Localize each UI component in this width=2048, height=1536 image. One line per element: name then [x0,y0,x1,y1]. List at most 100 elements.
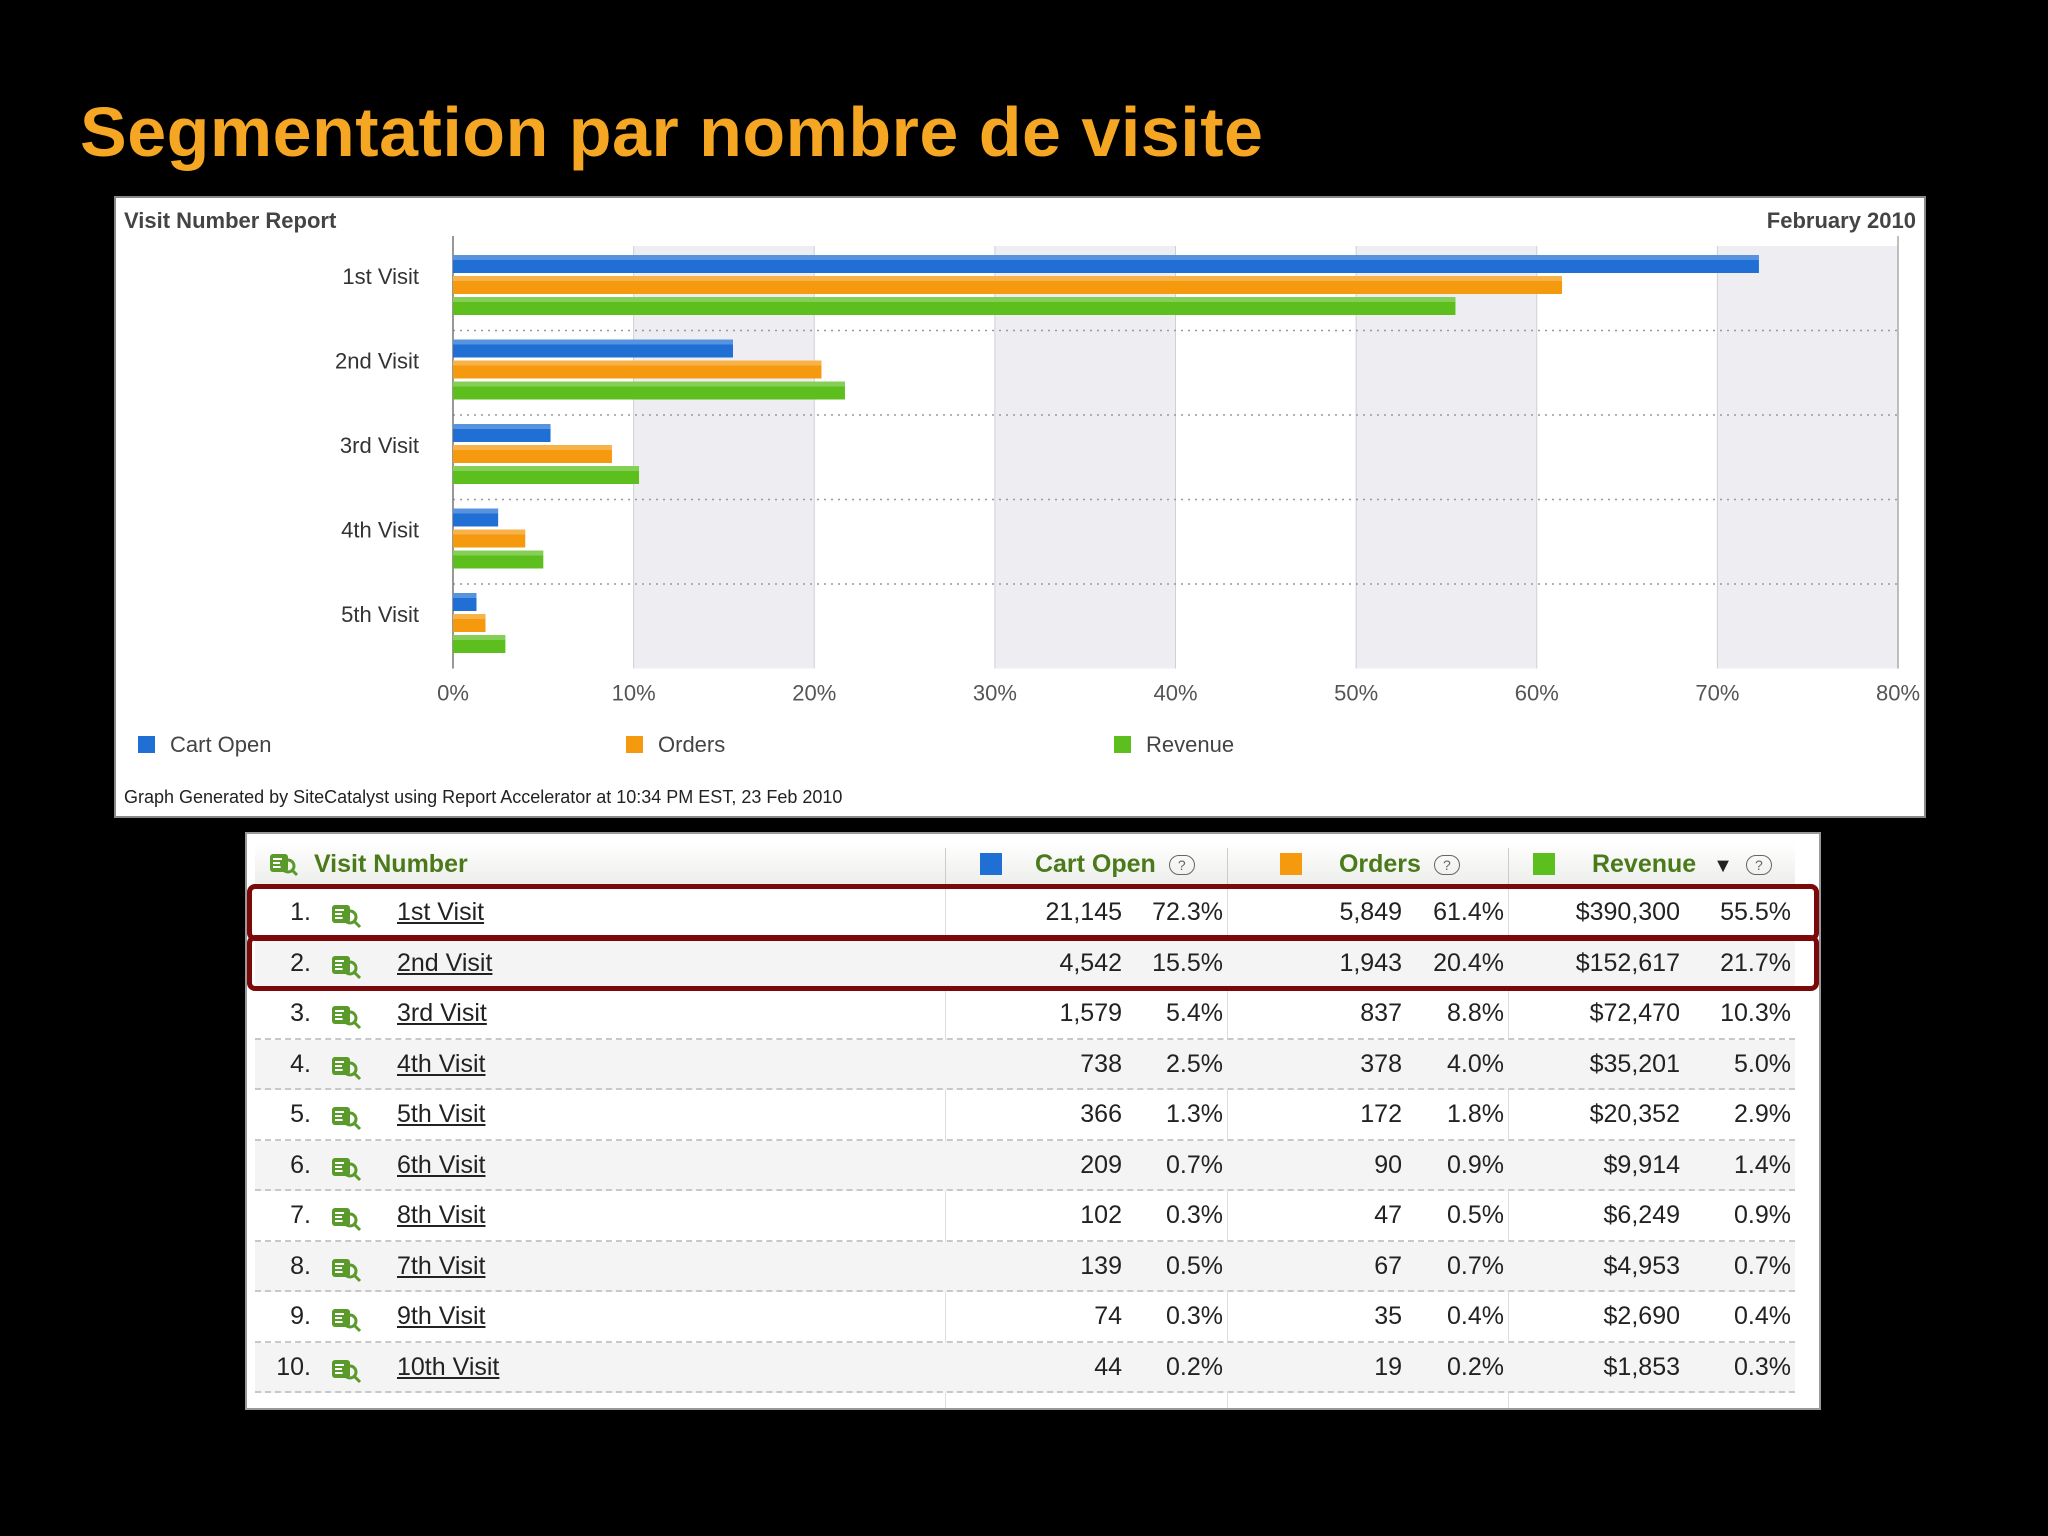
x-tick-label: 50% [1334,681,1378,706]
revenue-swatch [1533,853,1555,875]
revenue-percent: 10.3% [1720,999,1791,1027]
row-link[interactable]: 8th Visit [397,1201,486,1229]
revenue-value: $9,914 [1603,1150,1680,1179]
category-label: 3rd Visit [340,433,419,458]
orders-value: 19 [1374,1352,1402,1381]
row-link[interactable]: 9th Visit [397,1302,486,1330]
row-rank: 3. [290,999,311,1027]
orders-percent: 0.4% [1447,1302,1504,1330]
row-link[interactable]: 10th Visit [397,1352,500,1381]
report-magnifier-icon[interactable] [331,1252,363,1300]
row-rank: 6. [290,1150,311,1179]
table-row: 4. 4th Visit 738 2.5% 378 4.0% $35,201 5.0% [255,1039,1795,1090]
row-rank: 5. [290,1100,311,1128]
sort-desc-icon[interactable]: ▼ [1713,855,1733,877]
chart-date: February 2010 [1766,208,1916,233]
help-icon[interactable]: ? [1168,855,1195,875]
chart-footer: Graph Generated by SiteCatalyst using Re… [124,787,843,807]
cart-open-swatch [980,853,1002,875]
bar [453,339,733,358]
x-tick-label: 40% [1153,681,1197,706]
table-row: 3. 3rd Visit 1,579 5.4% 837 8.8% $72,470 10.3% [255,989,1795,1040]
cart-open-value: 4,542 [1059,948,1122,977]
cart-open-percent: 0.5% [1166,1251,1223,1280]
x-tick-label: 20% [792,681,836,706]
table-row: 7. 8th Visit 102 0.3% 47 0.5% $6,249 0.9% [255,1191,1795,1242]
slide-title: Segmentation par nombre de visite [80,93,1264,171]
x-tick-label: 0% [437,681,469,706]
category-label: 1st Visit [342,264,419,289]
bar-highlight [453,508,499,514]
row-rank: 10. [276,1352,311,1381]
cart-open-percent: 1.3% [1166,1100,1223,1128]
header-cart-open[interactable]: Cart Open ? [980,842,1195,886]
report-magnifier-icon[interactable] [331,1302,363,1350]
orders-percent: 4.0% [1447,1049,1504,1078]
orders-percent: 0.5% [1447,1201,1504,1229]
table-row: 8. 7th Visit 139 0.5% 67 0.7% $4,953 0.7% [255,1241,1795,1292]
bar [453,445,612,463]
bar-highlight [453,614,486,619]
header-revenue[interactable]: Revenue ▼ ? [1533,842,1772,886]
orders-value: 1,943 [1339,948,1402,977]
revenue-value: $20,352 [1589,1100,1680,1128]
bar [453,360,822,379]
cart-open-value: 74 [1094,1302,1122,1330]
revenue-percent: 0.4% [1734,1302,1791,1330]
row-rank: 2. [290,948,311,977]
header-orders[interactable]: Orders ? [1280,842,1460,886]
table-body: 1. 1st Visit 21,145 72.3% 5,849 61.4% $390,300… [255,888,1795,1393]
header-visit-number[interactable]: Visit Number [269,842,468,886]
bar [453,381,845,400]
grid-band [1717,246,1898,669]
report-magnifier-icon[interactable] [331,898,363,946]
grid-band [994,246,1176,669]
cart-open-percent: 0.2% [1166,1352,1223,1381]
bar [453,614,486,632]
row-link[interactable]: 2nd Visit [397,948,493,977]
row-link[interactable]: 1st Visit [397,898,485,926]
cart-open-percent: 15.5% [1152,948,1223,977]
row-link[interactable]: 6th Visit [397,1150,486,1179]
header-orders-label: Orders [1338,850,1421,878]
category-label: 5th Visit [341,602,419,627]
row-link[interactable]: 4th Visit [397,1049,486,1078]
grid-band [1356,246,1537,669]
report-magnifier-icon[interactable] [331,949,363,997]
report-magnifier-icon[interactable] [331,1151,363,1199]
cart-open-value: 102 [1080,1201,1122,1229]
table-row: 5. 5th Visit 366 1.3% 172 1.8% $20,352 2.9% [255,1090,1795,1141]
header-divider [1508,848,1509,884]
report-magnifier-icon[interactable] [331,1100,363,1148]
report-magnifier-icon[interactable] [331,999,363,1047]
orders-percent: 8.8% [1447,999,1504,1027]
revenue-value: $4,953 [1603,1251,1680,1280]
highlight-box [247,934,1819,991]
row-link[interactable]: 5th Visit [397,1100,486,1128]
row-link[interactable]: 7th Visit [397,1251,486,1280]
cart-open-percent: 0.7% [1166,1150,1223,1179]
revenue-value: $152,617 [1575,948,1680,977]
cart-open-percent: 5.4% [1166,999,1223,1027]
legend-swatch [138,736,155,753]
cart-open-value: 1,579 [1059,999,1122,1027]
orders-percent: 0.9% [1447,1150,1504,1179]
bar-highlight [453,550,544,556]
header-divider [1227,848,1228,884]
revenue-value: $72,470 [1589,999,1680,1027]
help-icon[interactable]: ? [1745,855,1772,875]
cart-open-value: 366 [1080,1100,1122,1128]
help-icon[interactable]: ? [1433,855,1460,875]
report-magnifier-icon[interactable] [331,1050,363,1098]
revenue-percent: 2.9% [1734,1100,1791,1128]
revenue-value: $390,300 [1575,898,1680,926]
header-divider [945,848,946,884]
revenue-value: $6,249 [1603,1201,1680,1229]
cart-open-value: 139 [1080,1251,1122,1280]
orders-percent: 0.7% [1447,1251,1504,1280]
report-magnifier-icon[interactable] [331,1201,363,1249]
row-link[interactable]: 3rd Visit [397,999,487,1027]
table-row: 6. 6th Visit 209 0.7% 90 0.9% $9,914 1.4% [255,1140,1795,1191]
table-header: Visit Number Cart Open ? Orders ? Revenu… [255,842,1795,888]
report-magnifier-icon[interactable] [331,1353,363,1401]
